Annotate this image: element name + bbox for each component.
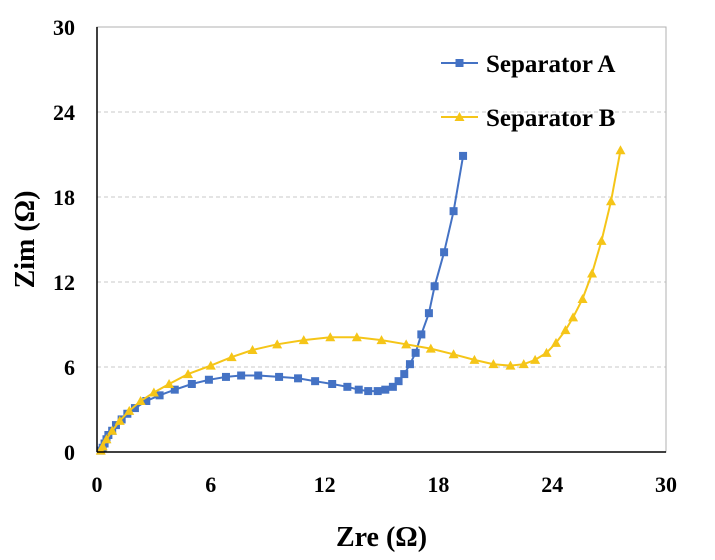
data-point xyxy=(237,371,246,380)
data-point xyxy=(114,415,125,425)
data-point xyxy=(417,330,426,339)
x-tick-label: 24 xyxy=(541,472,563,497)
data-point xyxy=(183,369,194,379)
legend-marker xyxy=(454,112,465,121)
data-point xyxy=(373,387,382,396)
data-point xyxy=(469,354,480,364)
data-point xyxy=(107,425,118,435)
data-point xyxy=(328,380,337,388)
data-point xyxy=(148,387,159,397)
data-point xyxy=(226,352,237,362)
data-point xyxy=(448,349,459,359)
data-point xyxy=(400,370,409,379)
x-tick-label: 6 xyxy=(205,472,216,497)
gridlines xyxy=(97,111,666,368)
data-point xyxy=(142,397,151,405)
data-point xyxy=(440,248,449,257)
data-point xyxy=(518,359,529,369)
data-point xyxy=(596,235,607,245)
data-point xyxy=(541,347,552,357)
data-point xyxy=(430,282,439,291)
data-point xyxy=(550,337,561,347)
data-point xyxy=(376,335,387,345)
data-point xyxy=(187,380,196,388)
data-point xyxy=(505,360,516,370)
y-tick-label: 24 xyxy=(53,100,75,125)
x-tick-label: 12 xyxy=(314,472,336,497)
y-tick-label: 18 xyxy=(53,185,75,210)
legend: Separator A Separator B xyxy=(441,51,615,132)
data-point xyxy=(351,332,362,342)
data-point xyxy=(247,345,258,354)
data-point xyxy=(298,335,309,345)
data-point xyxy=(164,379,175,388)
data-point xyxy=(424,309,433,318)
legend-label: Separator B xyxy=(486,105,615,132)
data-point xyxy=(381,385,390,394)
data-point xyxy=(101,434,112,444)
data-point xyxy=(605,196,616,206)
data-point xyxy=(560,325,571,335)
data-point xyxy=(411,348,420,357)
data-point xyxy=(615,145,626,155)
data-point xyxy=(587,268,598,278)
tick-labels: 0 6 12 18 24 30 0 6 12 18 24 30 xyxy=(53,15,677,497)
data-point xyxy=(425,343,436,353)
data-point xyxy=(97,441,108,451)
data-point xyxy=(343,382,352,391)
data-point xyxy=(405,360,414,369)
data-point xyxy=(449,207,458,216)
y-tick-label: 12 xyxy=(53,270,75,295)
y-axis-title: Zim (Ω) xyxy=(10,191,41,289)
series-line xyxy=(99,150,622,452)
data-point xyxy=(568,312,579,322)
data-point xyxy=(205,360,216,370)
data-point xyxy=(294,374,303,383)
data-point xyxy=(577,294,588,303)
y-tick-label: 6 xyxy=(64,355,75,380)
series-b xyxy=(95,145,626,455)
y-tick-label: 30 xyxy=(53,15,75,40)
data-point xyxy=(254,371,263,380)
axes xyxy=(96,27,666,453)
data-point xyxy=(272,339,283,349)
x-tick-label: 0 xyxy=(92,472,103,497)
data-point xyxy=(354,385,363,394)
data-point xyxy=(401,339,412,349)
data-point xyxy=(221,372,230,381)
data-point xyxy=(488,359,499,369)
data-point xyxy=(394,377,403,386)
data-point xyxy=(325,332,336,342)
data-point xyxy=(124,405,135,415)
series-line xyxy=(99,155,465,452)
legend-marker xyxy=(455,59,464,67)
x-tick-label: 30 xyxy=(655,472,677,497)
x-axis-title: Zre (Ω) xyxy=(336,522,427,553)
data-point xyxy=(364,387,373,396)
data-point xyxy=(135,396,146,405)
data-point xyxy=(459,151,468,160)
data-point xyxy=(275,372,284,381)
series-layer xyxy=(95,145,626,455)
legend-label: Separator A xyxy=(486,51,615,78)
data-point xyxy=(388,382,397,391)
x-tick-label: 18 xyxy=(427,472,449,497)
data-point xyxy=(130,404,139,413)
data-point xyxy=(170,385,179,394)
y-tick-label: 0 xyxy=(64,440,75,465)
data-point xyxy=(204,375,213,384)
data-point xyxy=(530,354,541,364)
data-point xyxy=(155,391,164,400)
data-point xyxy=(311,377,320,386)
